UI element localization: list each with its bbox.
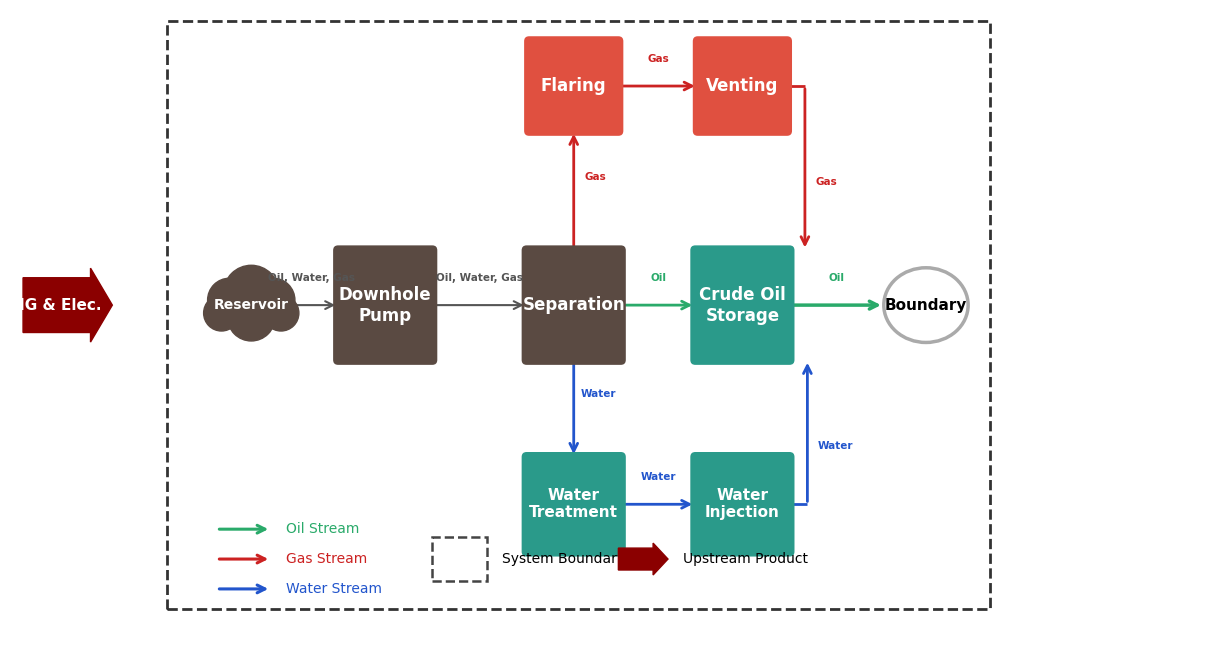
FancyArrow shape	[23, 268, 113, 342]
Circle shape	[252, 278, 294, 322]
FancyBboxPatch shape	[524, 37, 623, 136]
FancyBboxPatch shape	[333, 245, 437, 365]
Circle shape	[243, 285, 283, 325]
Text: Oil: Oil	[828, 273, 844, 283]
Bar	[167, 21, 990, 609]
Text: System Boundary: System Boundary	[502, 552, 625, 566]
Text: Gas: Gas	[647, 54, 669, 64]
Text: Upstream Product: Upstream Product	[683, 552, 807, 566]
Text: Reservoir: Reservoir	[213, 298, 288, 312]
Text: Water: Water	[580, 390, 616, 400]
Text: Oil Stream: Oil Stream	[286, 522, 360, 536]
Text: Boundary: Boundary	[885, 298, 967, 313]
FancyBboxPatch shape	[521, 452, 626, 557]
Text: Gas: Gas	[816, 177, 838, 187]
Text: Water
Injection: Water Injection	[706, 488, 780, 521]
FancyArrow shape	[618, 543, 667, 575]
Text: Crude Oil
Storage: Crude Oil Storage	[699, 286, 785, 325]
Text: Water: Water	[640, 472, 676, 482]
Circle shape	[204, 295, 239, 331]
Text: Oil, Water, Gas: Oil, Water, Gas	[436, 273, 523, 283]
Text: Separation: Separation	[523, 296, 625, 314]
Text: Gas Stream: Gas Stream	[286, 552, 367, 566]
FancyBboxPatch shape	[521, 245, 626, 365]
Text: Flaring: Flaring	[541, 77, 606, 95]
Circle shape	[227, 293, 275, 341]
Text: Venting: Venting	[707, 77, 779, 95]
Ellipse shape	[883, 268, 968, 342]
Text: Water Stream: Water Stream	[286, 582, 382, 596]
Bar	[432, 537, 487, 581]
Text: Oil, Water, Gas: Oil, Water, Gas	[267, 273, 355, 283]
Text: NG & Elec.: NG & Elec.	[12, 298, 102, 313]
Circle shape	[207, 278, 252, 322]
Circle shape	[220, 285, 259, 325]
Text: Gas: Gas	[585, 172, 606, 182]
FancyBboxPatch shape	[691, 245, 795, 365]
Circle shape	[223, 265, 279, 321]
Circle shape	[263, 295, 299, 331]
Text: Water
Treatment: Water Treatment	[529, 488, 618, 521]
FancyBboxPatch shape	[693, 37, 791, 136]
FancyBboxPatch shape	[691, 452, 795, 557]
Text: Water: Water	[817, 441, 853, 451]
Text: Oil: Oil	[650, 273, 666, 283]
Text: Downhole
Pump: Downhole Pump	[339, 286, 432, 325]
